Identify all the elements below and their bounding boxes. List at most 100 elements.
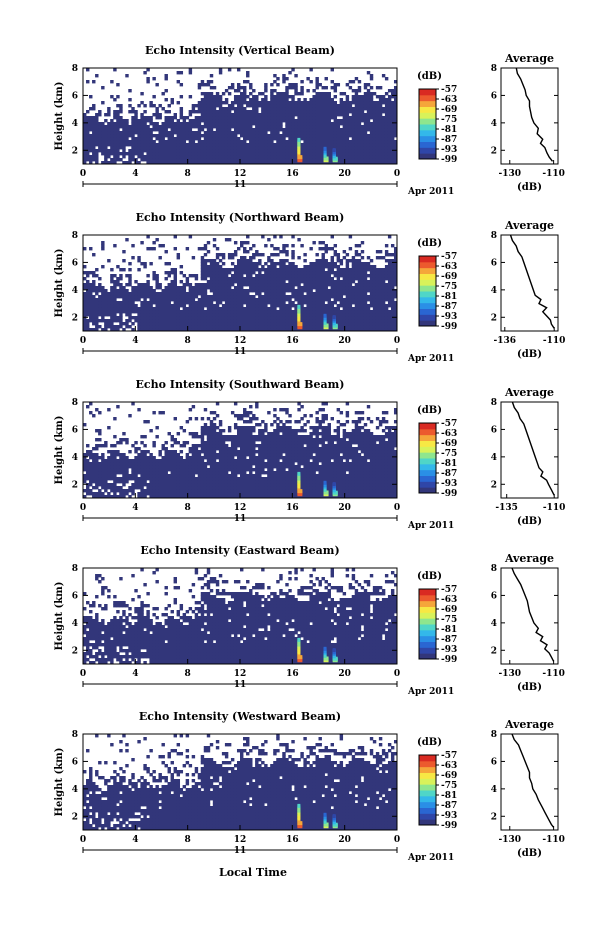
heatmap-cell — [375, 155, 380, 159]
heatmap-cell — [243, 155, 247, 159]
heatmap-cell — [212, 116, 217, 120]
heatmap-cell — [194, 155, 199, 159]
heatmap-cell — [206, 265, 211, 269]
heatmap-cell — [249, 301, 253, 305]
heatmap-cell — [212, 298, 217, 302]
heatmap-cell — [101, 265, 105, 269]
heatmap-cell — [188, 161, 193, 165]
heatmap-cell — [339, 301, 344, 305]
heatmap-cell — [348, 140, 353, 144]
heatmap-cell — [161, 328, 165, 332]
heatmap-cell — [333, 146, 338, 150]
heatmap-cell — [315, 152, 319, 156]
heatmap-cell — [218, 322, 223, 326]
heatmap-cell — [393, 280, 398, 284]
heatmap-cell — [393, 253, 398, 257]
heatmap-cell — [86, 310, 90, 314]
heatmap-cell — [270, 310, 274, 314]
heatmap-cell — [113, 143, 117, 147]
heatmap-cell — [363, 298, 368, 302]
heatmap-cell — [312, 137, 316, 141]
heatmap-cell — [315, 77, 319, 81]
heatmap-cell — [173, 235, 177, 239]
heatmap-cell — [312, 319, 316, 323]
heatmap-cell — [393, 283, 398, 287]
heatmap-cell — [221, 122, 226, 126]
heatmap-cell — [167, 313, 171, 317]
heatmap-cell — [285, 250, 289, 254]
heatmap-cell — [267, 265, 271, 269]
heatmap-cell — [86, 128, 90, 132]
heatmap-cell — [224, 322, 229, 326]
profile-y-tick-label: 2 — [491, 313, 497, 323]
heatmap-cell — [324, 244, 328, 248]
heatmap-cell — [236, 265, 241, 269]
heatmap-cell — [303, 265, 307, 269]
heatmap-cell — [236, 301, 241, 305]
heatmap-cell — [200, 292, 205, 296]
heatmap-cell — [146, 492, 150, 496]
heatmap-cell — [309, 80, 313, 84]
heatmap-cell — [224, 101, 229, 105]
heatmap-cell — [390, 301, 395, 305]
heatmap-cell — [146, 489, 150, 493]
heatmap-cell — [264, 113, 268, 117]
heatmap-cell — [233, 313, 238, 317]
heatmap-cell — [89, 292, 93, 296]
heatmap-cell — [137, 131, 141, 135]
heatmap-cell — [243, 292, 247, 296]
heatmap-cell — [221, 277, 226, 281]
heatmap-cell — [378, 301, 383, 305]
heatmap-cell — [366, 137, 371, 141]
heatmap-cell — [261, 125, 265, 129]
heatmap-cell — [240, 161, 244, 165]
heatmap-cell — [146, 486, 150, 490]
heatmap-cell — [318, 101, 322, 105]
heatmap-cell — [230, 325, 235, 329]
heatmap-cell — [282, 244, 286, 248]
heatmap-cell — [143, 310, 147, 314]
heatmap-cell — [243, 137, 247, 141]
heatmap-cell — [291, 313, 295, 317]
heatmap-cell — [282, 110, 286, 114]
heatmap-cell — [327, 152, 331, 156]
heatmap-cell — [378, 271, 383, 275]
heatmap-cell — [110, 486, 114, 490]
heatmap-cell — [303, 122, 307, 126]
heatmap-cell — [354, 250, 359, 254]
heatmap-cell — [384, 316, 389, 320]
heatmap-cell — [372, 92, 377, 96]
heatmap-cell — [255, 298, 259, 302]
heatmap-cell — [122, 483, 126, 487]
heatmap-cell — [164, 128, 168, 132]
heatmap-cell — [191, 313, 196, 317]
heatmap-cell — [95, 310, 99, 314]
heatmap-cell — [393, 104, 398, 108]
heatmap-cell — [270, 89, 274, 93]
heatmap-cell — [309, 140, 313, 144]
heatmap-cell — [116, 283, 120, 287]
heatmap-cell — [221, 155, 226, 159]
heatmap-cell — [215, 158, 220, 162]
heatmap-cell — [288, 158, 292, 162]
heatmap-cell — [285, 95, 289, 99]
heatmap-cell — [327, 140, 331, 144]
heatmap-cell — [309, 149, 313, 153]
heatmap-cell — [333, 292, 338, 296]
heatmap-cell — [158, 143, 162, 147]
heatmap-cell — [279, 310, 283, 314]
profile-x-tick-label: -130 — [499, 169, 522, 179]
heatmap-cell — [372, 298, 377, 302]
heatmap-cell — [342, 271, 347, 275]
heatmap-cell — [387, 101, 392, 105]
heatmap-cell — [255, 122, 259, 126]
heatmap-cell — [197, 298, 202, 302]
heatmap-cell — [155, 158, 159, 162]
heatmap-cell — [140, 137, 144, 141]
heatmap-cell — [321, 86, 325, 90]
heatmap-cell — [351, 149, 356, 153]
heatmap-cell — [354, 92, 359, 96]
heatmap-cell — [167, 137, 171, 141]
heatmap-cell — [354, 89, 359, 93]
heatmap-cell — [155, 292, 159, 296]
